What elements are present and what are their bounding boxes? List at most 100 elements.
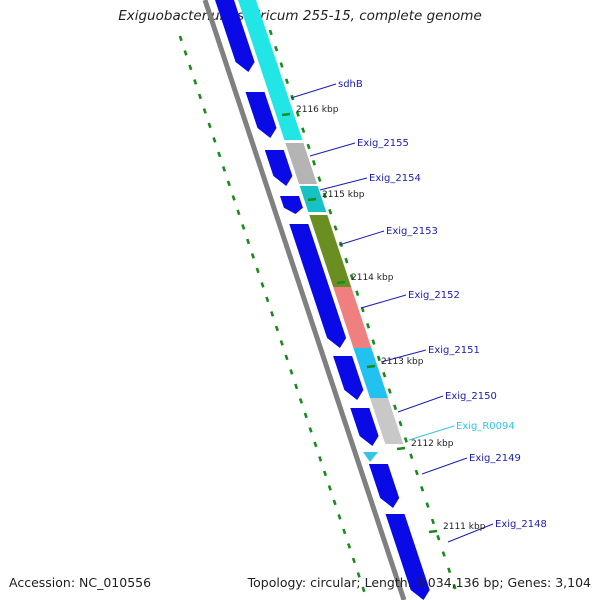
feature-leader-line <box>309 142 356 157</box>
feature-label: Exig_2154 <box>369 173 421 184</box>
cog-band-exig-2155 <box>285 143 317 184</box>
outer-tick <box>178 35 183 42</box>
forward-gene-arrow <box>333 356 364 400</box>
outer-tick <box>294 383 299 390</box>
outer-tick <box>356 572 361 578</box>
outer-tick <box>231 195 236 201</box>
cog-band-exig-2150 <box>370 398 404 444</box>
outer-tick <box>347 543 352 549</box>
inner-tick <box>333 225 338 231</box>
genome-summary: Topology: circular; Length: 3,034,136 bp… <box>247 575 591 590</box>
kbp-tick-label: 2115 kbp <box>322 190 365 200</box>
feature-leader-line <box>338 230 385 246</box>
outer-tick <box>193 79 198 85</box>
forward-gene-arrow <box>215 0 255 72</box>
feature-label: Exig_2152 <box>408 290 460 301</box>
outer-tick <box>342 528 347 535</box>
forward-gene-arrow <box>350 408 379 446</box>
cog-band-exig-2152 <box>333 287 372 348</box>
outer-tick <box>313 441 318 448</box>
inner-tick <box>274 45 279 52</box>
inner-tick <box>328 208 333 215</box>
inner-tick <box>414 469 419 476</box>
inner-tick <box>376 355 381 362</box>
outer-tick-marks <box>178 35 366 593</box>
cog-band-exig-2151 <box>353 348 388 398</box>
inner-tick <box>284 78 290 85</box>
outer-tick <box>351 557 356 564</box>
outer-tick <box>274 325 279 332</box>
outer-tick <box>361 586 366 593</box>
kbp-tick-mark <box>428 529 438 534</box>
outer-tick <box>212 137 217 143</box>
inner-tick <box>349 274 354 280</box>
outer-tick <box>332 499 337 506</box>
forward-gene-arrow <box>289 224 347 348</box>
inner-tick <box>425 502 430 508</box>
kbp-tick-label: 2112 kbp <box>411 439 454 449</box>
inner-tick <box>268 29 273 36</box>
feature-label: Exig_2155 <box>357 138 409 149</box>
inner-tick <box>403 437 408 443</box>
inner-tick <box>393 404 398 411</box>
inner-tick <box>409 453 414 460</box>
inner-tick <box>447 567 452 574</box>
inner-tick <box>430 518 435 525</box>
feature-label: Exig_2150 <box>445 391 497 402</box>
genome-backbone <box>202 0 407 600</box>
feature-leader-line <box>408 425 455 441</box>
inner-tick <box>420 485 425 492</box>
outer-tick <box>183 50 188 56</box>
outer-tick <box>279 340 284 346</box>
inner-tick <box>311 159 317 166</box>
outer-tick <box>308 427 313 433</box>
inner-tick <box>452 583 457 590</box>
kbp-tick-labels: 2116 kbp 2115 kbp 2114 kbp 2113 kbp 2112 kbp… <box>281 105 486 534</box>
inner-tick <box>366 322 371 329</box>
forward-strand-genes <box>215 0 430 600</box>
outer-tick <box>250 253 255 259</box>
feature-labels: sdhB Exig_2155 Exig_2154 Exig_2153 Exig_2152… <box>338 79 547 530</box>
feature-leader-line <box>380 349 427 363</box>
inner-tick <box>441 551 446 557</box>
outer-tick <box>289 369 294 375</box>
outer-tick <box>318 456 323 462</box>
outer-tick <box>265 296 270 303</box>
feature-leader-line <box>397 395 444 413</box>
outer-tick <box>202 108 207 114</box>
accession-label: Accession: NC_010556 <box>9 575 152 590</box>
feature-leader-line <box>360 294 407 309</box>
inner-tick <box>355 290 360 297</box>
outer-tick <box>322 470 328 477</box>
kbp-tick-label: 2114 kbp <box>351 273 394 283</box>
inner-tick <box>322 192 327 199</box>
inner-tick <box>344 257 349 264</box>
outer-tick <box>284 354 289 361</box>
feature-label: Exig_R0094 <box>456 421 515 432</box>
kbp-tick-label: 2111 kbp <box>443 522 486 532</box>
cog-band-sdhB <box>238 0 303 140</box>
outer-tick <box>188 64 193 71</box>
feature-leader-line <box>421 457 468 475</box>
outer-tick <box>260 282 265 288</box>
feature-label: Exig_2151 <box>428 345 480 356</box>
kbp-tick-mark <box>366 364 376 369</box>
outer-tick <box>197 93 203 100</box>
kbp-tick-label: 2113 kbp <box>381 357 424 367</box>
cog-band-exig-2153 <box>309 215 352 287</box>
inner-tick <box>436 534 441 541</box>
outer-tick <box>221 166 227 172</box>
outer-tick <box>327 485 332 491</box>
outer-tick <box>303 412 308 419</box>
feature-label: Exig_2153 <box>386 226 438 237</box>
outer-tick <box>246 238 251 245</box>
inner-tick <box>317 176 322 182</box>
inner-tick-marks <box>268 29 457 590</box>
outer-tick <box>241 224 246 230</box>
kbp-tick-mark <box>396 446 406 451</box>
feature-leader-line <box>447 523 494 543</box>
outer-tick <box>298 398 304 404</box>
cog-feature-bands <box>238 0 404 462</box>
